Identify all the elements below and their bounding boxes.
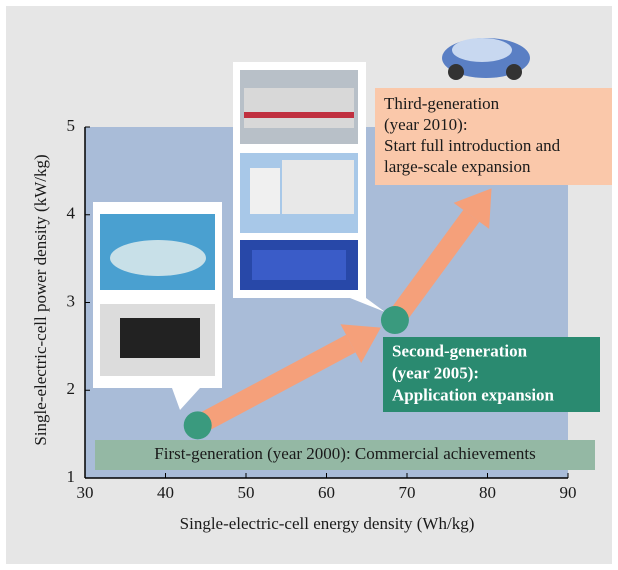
annotation-text: First-generation (year 2000): Commercial…: [154, 444, 535, 463]
x-axis-label: Single-electric-cell energy density (Wh/…: [180, 514, 475, 533]
x-tick-label: 70: [399, 483, 416, 502]
x-tick-label: 30: [77, 483, 94, 502]
annotation-box: [375, 88, 612, 185]
arrow-head: [340, 324, 381, 364]
point: [380, 306, 409, 335]
y-tick-label: 4: [67, 204, 76, 223]
photo-callout: [233, 62, 385, 312]
x-tick-label: 80: [479, 483, 496, 502]
photo-callout: [93, 202, 222, 410]
x-tick-label: 40: [157, 483, 174, 502]
car-icon: [442, 38, 530, 80]
arrow-head: [453, 188, 492, 229]
y-tick-label: 5: [67, 116, 76, 135]
annotation-text: Start full introduction and: [384, 136, 561, 155]
y-tick-label: 2: [67, 379, 76, 398]
annotation-text: Second-generation: [392, 341, 528, 360]
point: [183, 411, 212, 440]
y-axis-label: Single-electric-cell power density (kW/k…: [31, 154, 50, 445]
annotation-box: [95, 440, 595, 470]
annotation-text: (year 2010):: [384, 115, 468, 134]
arrow-shaft: [386, 209, 480, 326]
annotation-text: large-scale expansion: [384, 157, 531, 176]
annotation-box: [383, 337, 600, 412]
x-tick-label: 60: [318, 483, 335, 502]
x-tick-label: 90: [560, 483, 577, 502]
annotation-text: Application expansion: [392, 385, 555, 404]
x-tick-label: 50: [238, 483, 255, 502]
y-tick-label: 1: [67, 467, 76, 486]
y-tick-label: 3: [67, 291, 76, 310]
annotation-text: (year 2005):: [392, 363, 479, 382]
annotation-text: Third-generation: [384, 94, 500, 113]
arrow-shaft: [192, 334, 356, 435]
